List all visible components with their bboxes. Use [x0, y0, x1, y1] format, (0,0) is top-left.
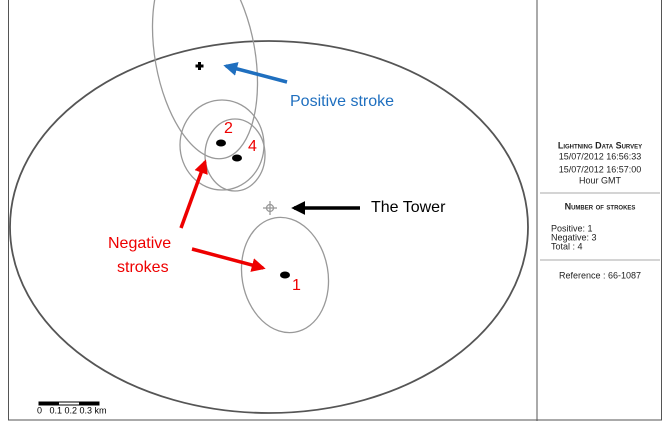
frame	[8, 0, 662, 421]
count-line: Negative: 3	[551, 232, 597, 242]
tower-icon	[263, 201, 277, 215]
arrow	[191, 247, 266, 272]
arrow	[223, 62, 288, 84]
stroke-label: 4	[248, 138, 257, 155]
panel-title: Lightning Data Survey	[558, 140, 642, 150]
panel-line: Hour GMT	[579, 175, 622, 185]
annotation: The Tower	[371, 199, 446, 216]
panel-line: 15/07/2012 16:56:33	[559, 151, 642, 161]
annotation: Positive stroke	[290, 93, 394, 110]
annotation: strokes	[117, 259, 169, 276]
panel-reference: Reference : 66-1087	[559, 270, 641, 280]
positive-stroke	[195, 62, 204, 70]
panel-line: 15/07/2012 16:57:00	[559, 164, 642, 174]
range-circle	[9, 40, 529, 414]
scale-label: 0 0.1 0.2 0.3 km	[37, 405, 107, 415]
negative-stroke	[216, 139, 226, 147]
negative-stroke	[280, 271, 290, 279]
stroke-label: 1	[292, 277, 301, 294]
map	[9, 0, 529, 414]
negative-stroke	[232, 154, 242, 162]
count-line: Total : 4	[551, 241, 583, 251]
panel-subtitle: Number of strokes	[565, 201, 636, 211]
arrow	[179, 159, 208, 229]
error-ellipse	[240, 216, 330, 334]
error-ellipse	[204, 118, 266, 192]
error-ellipse	[151, 0, 259, 160]
count-line: Positive: 1	[551, 223, 593, 233]
annotation: Negative	[108, 235, 171, 252]
stroke-label: 2	[224, 120, 233, 137]
scale-bar: 0 0.1 0.2 0.3 km	[37, 401, 107, 415]
